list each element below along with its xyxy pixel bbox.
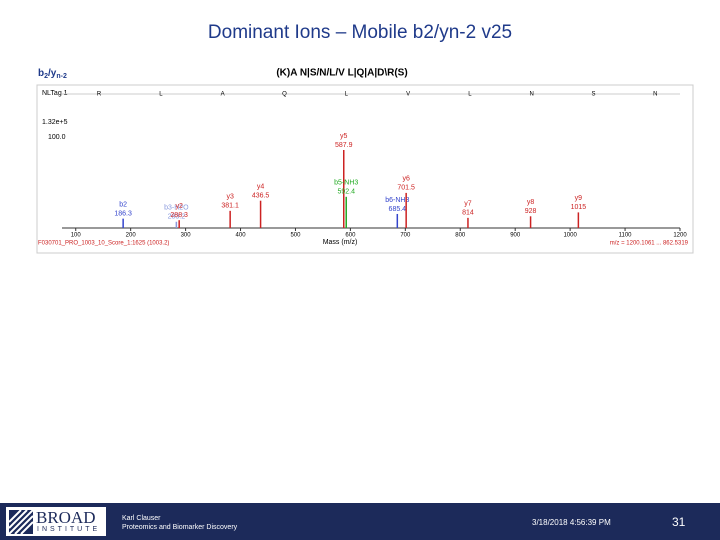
residue-label: R	[97, 92, 102, 98]
peak-ion: y7	[464, 201, 472, 208]
peak-mass: 592.4	[337, 189, 355, 196]
peak-mass: 685.4	[389, 206, 407, 213]
residue-label: N	[653, 92, 657, 98]
x-tick-label: 600	[345, 233, 356, 239]
peak-ion: y2	[175, 203, 183, 210]
peak-mass: 186.3	[114, 210, 132, 217]
ion-base: b	[38, 68, 44, 79]
x-tick-label: 200	[126, 233, 137, 239]
ion-sub: 2	[44, 73, 48, 80]
x-tick-label: 300	[181, 233, 192, 239]
logo-box: BROAD INSTITUTE	[6, 507, 106, 536]
peak-ion: b2	[119, 201, 127, 208]
x-tick-label: 400	[236, 233, 247, 239]
peptide-sequence: (K)A N|S/N/L/V L|Q|A|D\R(S)	[276, 68, 407, 79]
residue-label: V	[406, 92, 410, 98]
x-tick-label: 100	[71, 233, 82, 239]
x-tick-label: 1000	[563, 233, 577, 239]
peak-mass: 814	[462, 210, 474, 217]
peak-mass: 381.1	[221, 203, 239, 210]
x-tick-label: 800	[455, 233, 466, 239]
x-axis-label: Mass (m/z)	[323, 239, 358, 246]
peak-mass: 587.9	[335, 142, 353, 149]
residue-label: L	[159, 92, 163, 98]
peak-mass: 283.2	[168, 214, 186, 221]
x-tick-label: 1200	[673, 233, 687, 239]
file-label: F030701_PRO_1003_10_Score_1:1625 (1003.2…	[38, 241, 169, 247]
peak-mass: 436.5	[252, 193, 270, 200]
logo-text: BROAD	[36, 508, 96, 527]
x-tick-label: 500	[290, 233, 301, 239]
intensity-label: 1.32e+5	[42, 119, 68, 126]
spectrum-frame	[36, 84, 694, 254]
x-tick-label: 1100	[619, 233, 633, 239]
residue-label: A	[221, 92, 225, 98]
scan-label: NLTag 1	[42, 90, 68, 97]
residue-label: N	[530, 92, 534, 98]
peak-ion: y5	[340, 133, 348, 140]
peak-ion: b5-NH3	[334, 180, 358, 187]
residue-label: Q	[282, 92, 287, 98]
peak-ion: y8	[527, 199, 535, 206]
x-tick-label: 700	[400, 233, 411, 239]
residue-label: L	[468, 92, 472, 98]
group: Proteomics and Biomarker Discovery	[122, 524, 238, 531]
peak-ion: y6	[402, 176, 410, 183]
peak-mass: 288.3	[170, 212, 188, 219]
peak-mass: 701.5	[397, 185, 415, 192]
peak-ion: y4	[257, 184, 265, 191]
author: Karl Clauser	[122, 515, 161, 522]
peak-ion: b6-NH3	[385, 197, 409, 204]
slide-canvas: Dominant Ions – Mobile b2/yn-2 v25 b2/yn…	[36, 22, 694, 254]
ion-sep: /y	[48, 68, 57, 79]
slide-title: Dominant Ions – Mobile b2/yn-2 v25	[208, 22, 512, 43]
residue-label: L	[345, 92, 349, 98]
range-label: m/z = 1200.1061 ... 862.5319	[610, 241, 689, 247]
peak-mass: 1015	[571, 204, 587, 211]
ion-type: b2/yn-2	[38, 68, 67, 80]
ion-sub: n-2	[56, 73, 67, 80]
peak-ion: y3	[226, 194, 234, 201]
percent-label: 100.0	[48, 134, 66, 141]
x-tick-label: 900	[510, 233, 521, 239]
peak-mass: 928	[525, 208, 537, 215]
logo-icon	[9, 510, 33, 534]
logo-subtext: INSTITUTE	[37, 526, 101, 533]
page-number: 31	[672, 515, 686, 529]
residue-label: S	[591, 92, 595, 98]
peak-ion: y9	[575, 195, 583, 202]
peak-ion: b3-H2O	[164, 205, 189, 212]
footer-bar: BROAD INSTITUTE Karl Clauser Proteomics …	[0, 503, 720, 540]
date: 3/18/2018 4:56:39 PM	[532, 518, 611, 527]
